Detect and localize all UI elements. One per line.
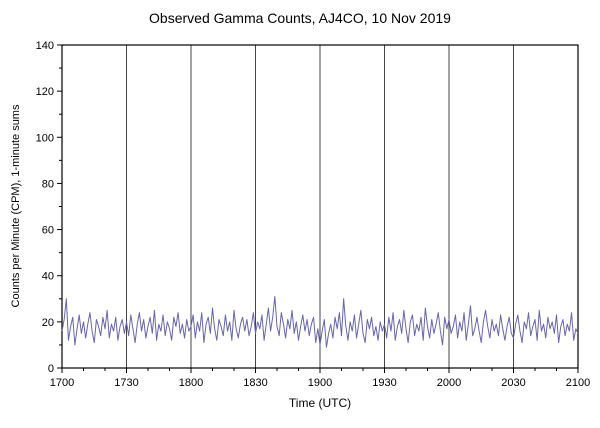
chart-title: Observed Gamma Counts, AJ4CO, 10 Nov 201… (149, 10, 451, 26)
svg-text:1730: 1730 (114, 377, 138, 389)
y-axis-label: Counts per Minute (CPM), 1-minute sums (10, 104, 22, 308)
svg-text:0: 0 (48, 363, 54, 375)
svg-text:1900: 1900 (308, 377, 332, 389)
x-axis-label: Time (UTC) (288, 396, 352, 410)
svg-text:140: 140 (36, 40, 54, 52)
svg-text:2000: 2000 (437, 377, 461, 389)
svg-text:100: 100 (36, 132, 54, 144)
svg-text:20: 20 (42, 317, 54, 329)
svg-text:40: 40 (42, 271, 54, 283)
svg-text:1930: 1930 (372, 377, 396, 389)
svg-text:120: 120 (36, 86, 54, 98)
svg-text:1700: 1700 (50, 377, 74, 389)
svg-text:2100: 2100 (566, 377, 590, 389)
svg-text:1800: 1800 (179, 377, 203, 389)
svg-text:2030: 2030 (501, 377, 525, 389)
svg-text:1830: 1830 (243, 377, 267, 389)
svg-text:80: 80 (42, 178, 54, 190)
svg-text:60: 60 (42, 225, 54, 237)
